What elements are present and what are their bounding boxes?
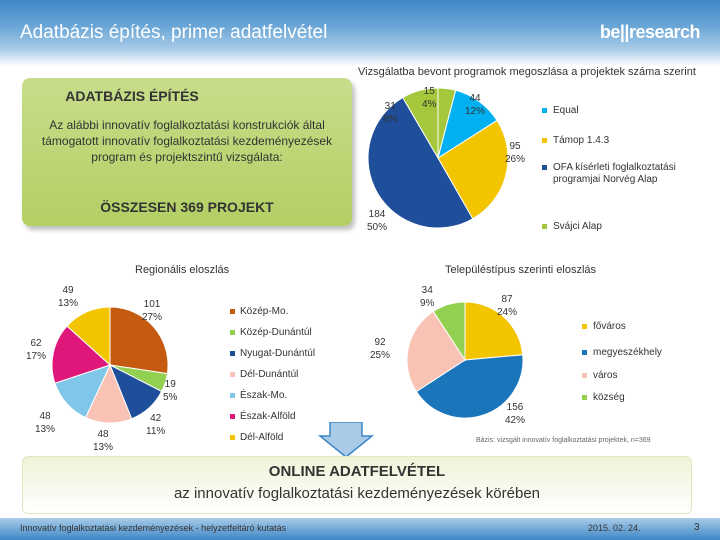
footer-project-name: Innovatív foglalkoztatási kezdeményezése… — [20, 523, 287, 533]
programs-label-ofa: 184 50% — [367, 209, 388, 233]
header-bar: Adatbázis építés, primer adatfelvétel be… — [0, 0, 720, 66]
regional-label-del-alfold: 49 13% — [58, 285, 79, 309]
pie-slice-megyeszekhely — [415, 354, 524, 419]
settlement-label-varos: 92 25% — [370, 337, 391, 361]
regional-label-eszak-mo: 48 13% — [35, 411, 56, 435]
legend-swatch-eszak-mo — [230, 393, 235, 398]
regional-label-eszak-alfold: 62 17% — [26, 338, 47, 362]
legend-swatch-del-alfold — [230, 435, 235, 440]
pie-slice-kozseg — [432, 301, 466, 362]
legend-swatch-svajci — [542, 224, 547, 229]
footer-bar: Innovatív foglalkoztatási kezdeményezése… — [0, 518, 720, 540]
intro-title: ADATBÁZIS ÉPÍTÉS — [65, 88, 199, 104]
programs-label-equal: 44 12% — [465, 93, 486, 117]
page-number: 3 — [694, 522, 700, 533]
pie-slice-del-alfold — [66, 306, 111, 367]
legend-megyeszekhely: megyeszékhely — [593, 347, 662, 358]
legend-kozseg: község — [593, 392, 625, 403]
basis-note: Bázis: vizsgált innovatív foglalkoztatás… — [476, 437, 651, 444]
intro-total: ÖSSZESEN 369 PROJEKT — [100, 199, 274, 215]
legend-del-alfold: Dél-Alföld — [240, 432, 284, 443]
programs-label-svajci: 31 8% — [383, 101, 398, 125]
programs-chart-title: Vizsgálatba bevont programok megoszlása … — [358, 66, 696, 78]
legend-swatch-megyeszekhely — [582, 350, 587, 355]
legend-swatch-equal — [542, 108, 547, 113]
programs-label-extra: 15 4% — [422, 86, 437, 110]
company-logo: be||research — [599, 22, 701, 42]
legend-nyugat-dunantul: Nyugat-Dunántúl — [240, 348, 316, 359]
online-survey-box: ONLINE ADATFELVÉTEL az innovatív foglalk… — [22, 456, 692, 514]
page-title: Adatbázis építés, primer adatfelvétel — [20, 22, 328, 43]
pie-slice-kozep-mo — [109, 306, 169, 375]
legend-fovaros: főváros — [593, 321, 626, 332]
regional-label-kozep-mo: 101 27% — [142, 299, 163, 323]
regional-chart-title: Regionális eloszlás — [135, 264, 230, 276]
legend-swatch-kozseg — [582, 395, 587, 400]
legend-equal: Equal — [553, 105, 579, 116]
pie-slice-fovaros — [464, 301, 524, 361]
pie-slice-tamop — [437, 119, 509, 220]
legend-swatch-kozep-dunantul — [230, 330, 235, 335]
legend-swatch-tamop — [542, 138, 547, 143]
legend-del-dunantul: Dél-Dunántúl — [240, 369, 299, 380]
settlement-chart-title: Településtípus szerinti eloszlás — [445, 264, 597, 276]
legend-swatch-kozep-mo — [230, 309, 235, 314]
legend-kozep-dunantul: Közép-Dunántúl — [240, 327, 312, 338]
programs-pie-chart — [367, 87, 509, 229]
footer-date: 2015. 02. 24. — [588, 523, 641, 533]
regional-label-nyugat-dunantul: 42 11% — [146, 413, 166, 437]
down-arrow-icon — [318, 422, 374, 458]
settlement-label-kozseg: 34 9% — [420, 285, 435, 309]
legend-kozep-mo: Közép-Mo. — [240, 306, 289, 317]
intro-box: ADATBÁZIS ÉPÍTÉS Az alábbi innovatív fog… — [22, 78, 352, 226]
settlement-label-fovaros: 87 24% — [497, 294, 518, 318]
pie-slice-ofa — [367, 96, 474, 229]
legend-swatch-del-dunantul — [230, 372, 235, 377]
legend-swatch-varos — [582, 373, 587, 378]
intro-text: Az alábbi innovatív foglalkoztatási kons… — [41, 118, 333, 164]
legend-tamop: Támop 1.4.3 — [553, 135, 610, 146]
pie-slice-svajci — [402, 87, 439, 160]
legend-swatch-fovaros — [582, 324, 587, 329]
legend-svajci: Svájci Alap — [553, 221, 602, 232]
legend-swatch-eszak-alfold — [230, 414, 235, 419]
legend-eszak-mo: Észak-Mo. — [240, 390, 288, 401]
legend-eszak-alfold: Észak-Alföld — [240, 411, 296, 422]
online-title: ONLINE ADATFELVÉTEL — [268, 463, 446, 480]
regional-label-kozep-dunantul: 19 5% — [163, 379, 178, 403]
legend-varos: város — [593, 370, 618, 381]
pie-slice-varos — [406, 310, 466, 393]
legend-ofa: OFA kísérleti foglalkoztatási programjai… — [553, 162, 676, 185]
legend-swatch-nyugat-dunantul — [230, 351, 235, 356]
regional-label-del-dunantul: 48 13% — [93, 429, 114, 453]
regional-pie-chart — [51, 306, 169, 424]
pie-slice-eszak-alfold — [51, 325, 111, 384]
settlement-label-megyeszekhely: 156 42% — [505, 402, 526, 426]
legend-swatch-ofa — [542, 165, 547, 170]
online-subtitle: az innovatív foglalkoztatási kezdeményez… — [173, 485, 541, 502]
settlement-pie-chart — [406, 301, 524, 419]
programs-label-tamop: 95 26% — [505, 141, 526, 165]
